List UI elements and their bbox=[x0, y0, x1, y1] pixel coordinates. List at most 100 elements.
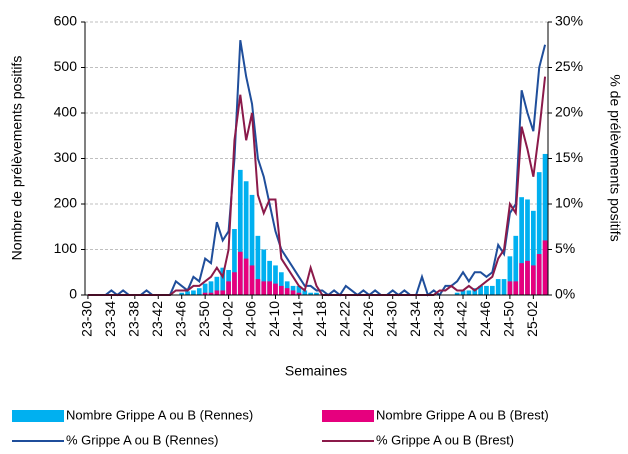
bar bbox=[220, 290, 226, 295]
legend-label: % Grippe A ou B (Rennes) bbox=[66, 432, 218, 447]
bar bbox=[249, 265, 255, 295]
y-tick-label: 600 bbox=[54, 13, 78, 29]
legend-label: Nombre Grippe A ou B (Rennes) bbox=[66, 407, 253, 422]
bar bbox=[261, 249, 267, 295]
bar bbox=[489, 285, 495, 295]
bar bbox=[507, 281, 513, 295]
bar bbox=[208, 292, 214, 295]
bar bbox=[536, 254, 542, 295]
bar bbox=[232, 229, 237, 295]
x-tick-label: 24-46 bbox=[477, 301, 493, 337]
bar bbox=[273, 283, 278, 295]
y-tick-label: 0 bbox=[69, 286, 77, 302]
bar bbox=[284, 288, 290, 295]
x-tick-label: 24-06 bbox=[243, 301, 259, 337]
y2-tick-label: 20% bbox=[555, 104, 583, 120]
bar bbox=[237, 169, 243, 295]
y2-axis-title: % de prélèvements positifs bbox=[607, 74, 623, 241]
legend-label: Nombre Grippe A ou B (Brest) bbox=[376, 407, 549, 422]
bar bbox=[267, 260, 272, 295]
bar bbox=[454, 292, 460, 295]
bar bbox=[196, 288, 202, 295]
y2-tick-label: 30% bbox=[555, 13, 583, 29]
bar bbox=[226, 281, 231, 295]
legend-swatch bbox=[322, 410, 374, 422]
legend-swatch bbox=[12, 410, 64, 422]
bar bbox=[495, 279, 501, 295]
y-tick-label: 100 bbox=[54, 240, 78, 256]
bar bbox=[267, 281, 272, 295]
bar bbox=[484, 285, 489, 295]
x-tick-label: 23-42 bbox=[149, 301, 165, 337]
bar bbox=[536, 172, 542, 295]
legend: Nombre Grippe A ou B (Rennes) Nombre Grip… bbox=[12, 407, 549, 447]
y-tick-label: 300 bbox=[54, 149, 78, 165]
bar bbox=[519, 263, 524, 295]
x-tick-label: 24-18 bbox=[313, 301, 329, 337]
bar bbox=[478, 285, 483, 295]
legend-label: % Grippe A ou B (Brest) bbox=[376, 432, 514, 447]
y-tick-label: 400 bbox=[54, 104, 78, 120]
x-tick-label: 24-50 bbox=[501, 301, 517, 337]
bar bbox=[531, 210, 536, 295]
bar bbox=[501, 279, 507, 295]
bar bbox=[202, 292, 208, 295]
bar bbox=[302, 290, 308, 295]
bar bbox=[232, 272, 237, 295]
x-tick-label: 23-38 bbox=[126, 301, 142, 337]
bar bbox=[185, 291, 190, 295]
bar bbox=[519, 197, 524, 295]
x-tick-label: 24-42 bbox=[454, 301, 470, 337]
bar bbox=[220, 267, 226, 295]
bar bbox=[243, 181, 249, 295]
bar bbox=[308, 292, 313, 295]
bar bbox=[261, 281, 267, 295]
bar bbox=[249, 194, 255, 295]
x-tick-label: 23-34 bbox=[102, 301, 118, 337]
y-axis-title: Nombre de prélèvements positifs bbox=[9, 56, 25, 261]
x-tick-label: 24-26 bbox=[360, 301, 376, 337]
bar bbox=[466, 290, 472, 295]
bar bbox=[525, 260, 530, 295]
bar bbox=[531, 265, 536, 295]
bar bbox=[237, 251, 243, 295]
x-tick-label: 23-50 bbox=[196, 301, 212, 337]
bar bbox=[208, 281, 214, 295]
bar bbox=[255, 235, 261, 295]
x-tick-label: 24-10 bbox=[266, 301, 282, 337]
bar bbox=[214, 290, 220, 295]
y-tick-label: 200 bbox=[54, 195, 78, 211]
x-axis-title: Semaines bbox=[285, 363, 347, 379]
y2-tick-label: 5% bbox=[555, 240, 575, 256]
bar bbox=[179, 292, 185, 295]
x-tick-label: 24-34 bbox=[407, 301, 423, 337]
bar bbox=[214, 276, 220, 295]
bar bbox=[255, 279, 261, 295]
bar bbox=[513, 235, 519, 295]
bar bbox=[542, 240, 548, 295]
bar bbox=[191, 290, 196, 295]
y2-tick-label: 25% bbox=[555, 58, 583, 74]
bar bbox=[296, 292, 302, 295]
x-tick-label: 23-46 bbox=[172, 301, 188, 337]
y2-tick-label: 0% bbox=[555, 286, 575, 302]
bar bbox=[314, 292, 319, 295]
bar bbox=[202, 283, 208, 295]
bar bbox=[243, 258, 249, 295]
bar bbox=[296, 285, 302, 295]
y-tick-label: 500 bbox=[54, 58, 78, 74]
bar bbox=[273, 265, 278, 295]
x-tick-label: 24-02 bbox=[219, 301, 235, 337]
x-tick-label: 24-30 bbox=[383, 301, 399, 337]
bar bbox=[507, 256, 513, 295]
x-tick-label: 24-38 bbox=[430, 301, 446, 337]
x-tick-label: 23-30 bbox=[79, 301, 95, 337]
x-tick-label: 24-14 bbox=[290, 301, 306, 337]
x-tick-label: 25-02 bbox=[524, 301, 540, 337]
bar bbox=[278, 272, 284, 295]
line bbox=[87, 76, 547, 296]
bar bbox=[513, 281, 519, 295]
y2-tick-label: 10% bbox=[555, 195, 583, 211]
bar bbox=[525, 199, 530, 295]
